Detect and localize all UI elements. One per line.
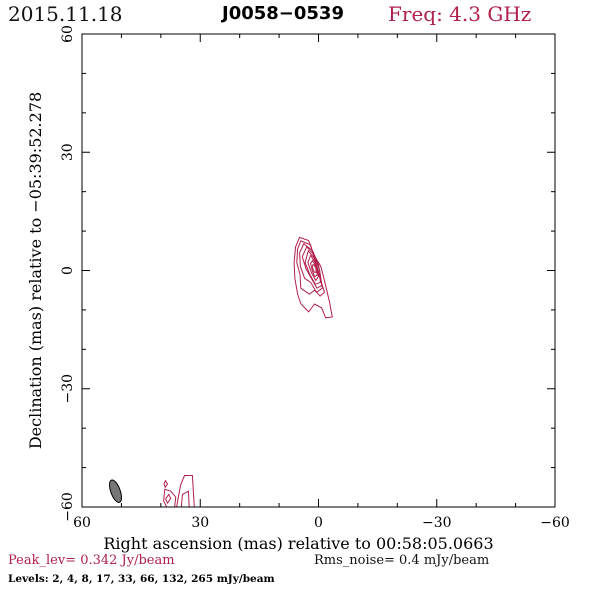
- x-tick-label: 60: [73, 515, 91, 531]
- contour-level-2: [163, 479, 169, 489]
- contour-levels: Levels: 2, 4, 8, 17, 33, 66, 132, 265 mJ…: [8, 573, 275, 585]
- x-axis-label: Right ascension (mas) relative to 00:58:…: [103, 534, 493, 553]
- contour-level-8: [299, 242, 323, 293]
- observation-date: 2015.11.18: [8, 2, 123, 26]
- rms-noise: Rms_noise= 0.4 mJy/beam: [314, 553, 490, 568]
- contour-level-2: [293, 236, 333, 319]
- contour-level-2: [176, 475, 195, 508]
- contour-level-66: [307, 254, 320, 282]
- y-tick-label: −60: [60, 492, 76, 522]
- contour-level-2: [165, 493, 172, 505]
- y-tick-label: 30: [60, 143, 76, 161]
- y-axis-label: Declination (mas) relative to −05:39:52.…: [26, 92, 45, 449]
- contour-level-33: [304, 249, 322, 285]
- beam-layer: [109, 479, 122, 503]
- contour-level-2: [163, 488, 177, 508]
- y-tick-label: −30: [60, 374, 76, 404]
- contour-level-265: [312, 263, 317, 274]
- y-tick-label: 0: [60, 266, 76, 275]
- peak-level: Peak_lev= 0.342 Jy/beam: [8, 553, 175, 568]
- frequency-label: Freq: 4.3 GHz: [388, 2, 532, 26]
- contour-layer: [163, 236, 333, 508]
- contour-level-132: [310, 259, 318, 278]
- x-tick-label: 0: [314, 515, 323, 531]
- x-tick-label: −30: [422, 515, 452, 531]
- source-name: J0058−0539: [222, 3, 344, 24]
- beam-ellipse: [109, 479, 122, 503]
- y-tick-label: 60: [60, 25, 76, 43]
- plot-frame: [81, 33, 556, 508]
- x-tick-label: −60: [540, 515, 570, 531]
- x-tick-label: 30: [191, 515, 209, 531]
- contour-level-17: [301, 245, 323, 289]
